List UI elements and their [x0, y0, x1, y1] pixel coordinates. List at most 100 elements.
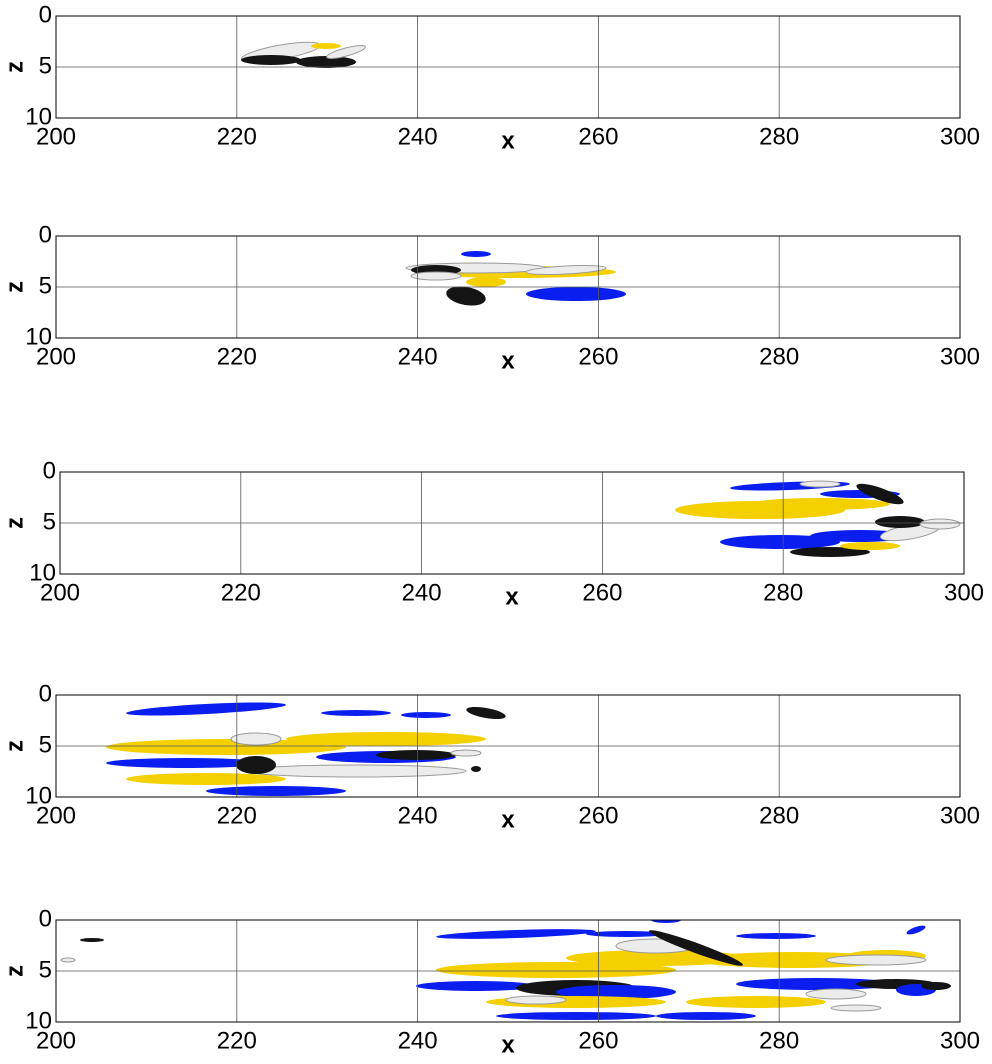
x-tick-label: 260 — [578, 1027, 618, 1054]
y-tick-label: 0 — [43, 457, 56, 484]
y-tick-label: 10 — [29, 559, 56, 586]
y-axis-label: z — [1, 61, 28, 73]
plot-frame — [55, 919, 961, 1023]
x-axis-label: x — [501, 347, 515, 374]
isosurface — [720, 535, 840, 549]
x-tick-label: 220 — [217, 123, 257, 150]
x-tick-label: 280 — [759, 1027, 799, 1054]
x-axis-label: x — [501, 127, 515, 154]
x-axis-label: x — [501, 1031, 515, 1058]
x-tick-label: 240 — [398, 123, 438, 150]
x-tick-label: 300 — [940, 802, 980, 829]
isosurface — [556, 985, 676, 999]
x-tick-label: 300 — [944, 579, 984, 606]
x-tick-label: 240 — [402, 579, 442, 606]
isosurface — [461, 251, 491, 257]
x-tick-label: 300 — [940, 123, 980, 150]
y-tick-label: 5 — [39, 52, 52, 79]
isosurface — [230, 732, 282, 746]
isosurface — [321, 710, 391, 716]
x-tick-label: 240 — [398, 802, 438, 829]
x-tick-label: 280 — [759, 802, 799, 829]
y-tick-label: 0 — [39, 221, 52, 248]
isosurface — [416, 981, 536, 991]
isosurface — [401, 712, 451, 718]
x-tick-label: 280 — [759, 343, 799, 370]
isosurface — [286, 732, 486, 746]
isosurface — [466, 277, 506, 287]
y-tick-label: 10 — [25, 323, 52, 350]
isosurface — [790, 547, 870, 557]
y-tick-label: 10 — [25, 782, 52, 809]
isosurface — [326, 45, 366, 59]
y-tick-label: 5 — [39, 272, 52, 299]
x-tick-label: 200 — [36, 343, 76, 370]
x-tick-label: 240 — [398, 343, 438, 370]
y-tick-label: 5 — [43, 508, 56, 535]
isosurface — [648, 930, 744, 966]
isosurface — [799, 480, 841, 488]
isosurface — [840, 542, 900, 550]
panel: 200 220 240 260 280 300 0 5 10 x z — [1, 680, 980, 833]
y-tick-label: 5 — [39, 731, 52, 758]
isosurface — [410, 271, 462, 281]
plot-frame — [55, 15, 961, 119]
isosurface — [526, 287, 626, 301]
isosurface — [656, 1012, 756, 1020]
y-tick-label: 10 — [25, 1007, 52, 1034]
isosurface — [875, 516, 925, 528]
isosurfaces — [106, 702, 506, 796]
y-tick-label: 0 — [39, 905, 52, 932]
isosurface — [830, 1004, 882, 1012]
isosurface — [919, 518, 961, 530]
x-tick-label: 200 — [36, 1027, 76, 1054]
x-tick-label: 220 — [221, 579, 261, 606]
x-tick-label: 300 — [940, 1027, 980, 1054]
isosurface — [686, 996, 826, 1008]
isosurface — [106, 758, 266, 768]
isosurface — [651, 920, 681, 923]
plot-frame — [55, 235, 961, 339]
x-tick-label: 260 — [578, 123, 618, 150]
isosurface — [586, 931, 666, 937]
y-axis-label: z — [1, 517, 28, 529]
isosurface — [525, 264, 607, 276]
y-tick-label: 10 — [25, 103, 52, 130]
x-tick-label: 280 — [759, 123, 799, 150]
isosurface — [126, 702, 286, 716]
isosurface — [106, 739, 346, 755]
isosurface — [126, 773, 286, 785]
isosurfaces — [241, 41, 366, 68]
panel: 200 220 240 260 280 300 0 5 10 x z — [1, 1, 980, 154]
x-tick-label: 200 — [36, 802, 76, 829]
panel: 200 220 240 260 280 300 0 5 10 x z — [1, 457, 984, 610]
x-axis-label: x — [501, 806, 515, 833]
isosurface — [376, 750, 456, 760]
x-tick-label: 200 — [36, 123, 76, 150]
isosurface — [736, 933, 816, 939]
y-axis-label: z — [1, 281, 28, 293]
x-tick-label: 220 — [217, 343, 257, 370]
isosurfaces — [60, 920, 951, 1020]
x-tick-label: 220 — [217, 1027, 257, 1054]
panel: 200 220 240 260 280 300 0 5 10 x z — [1, 905, 980, 1058]
isosurface — [750, 498, 890, 510]
x-tick-label: 220 — [217, 802, 257, 829]
isosurfaces — [405, 251, 626, 306]
isosurface — [436, 929, 596, 939]
isosurface — [466, 706, 506, 720]
isosurface — [736, 978, 896, 990]
isosurface — [436, 962, 676, 978]
isosurface — [921, 982, 951, 990]
x-tick-label: 260 — [582, 579, 622, 606]
isosurfaces — [675, 480, 961, 557]
x-tick-label: 240 — [398, 1027, 438, 1054]
isosurface — [236, 756, 276, 774]
x-tick-label: 300 — [940, 343, 980, 370]
y-axis-label: z — [1, 740, 28, 752]
isosurface — [856, 483, 904, 505]
isosurface — [450, 749, 482, 757]
isosurface — [80, 938, 104, 942]
isosurface — [505, 995, 567, 1005]
